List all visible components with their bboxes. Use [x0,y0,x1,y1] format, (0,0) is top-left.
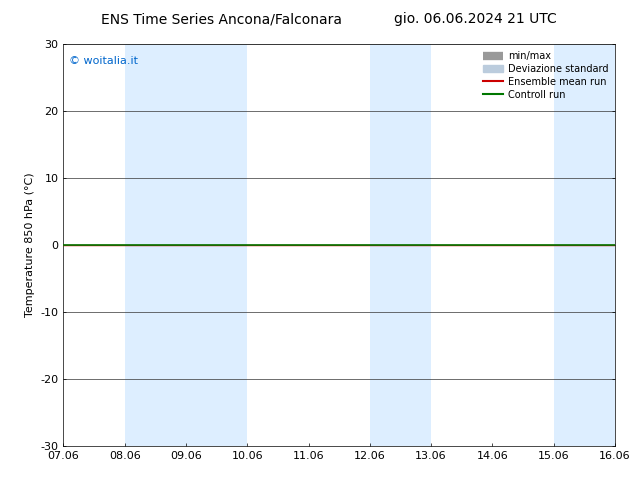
Text: © woitalia.it: © woitalia.it [69,56,138,66]
Y-axis label: Temperature 850 hPa (°C): Temperature 850 hPa (°C) [25,172,35,318]
Bar [553,44,615,446]
Bar [370,44,431,446]
Bar [186,44,247,446]
Text: gio. 06.06.2024 21 UTC: gio. 06.06.2024 21 UTC [394,12,557,26]
Text: ENS Time Series Ancona/Falconara: ENS Time Series Ancona/Falconara [101,12,342,26]
Legend: min/max, Deviazione standard, Ensemble mean run, Controll run: min/max, Deviazione standard, Ensemble m… [479,47,612,103]
Bar [125,44,186,446]
